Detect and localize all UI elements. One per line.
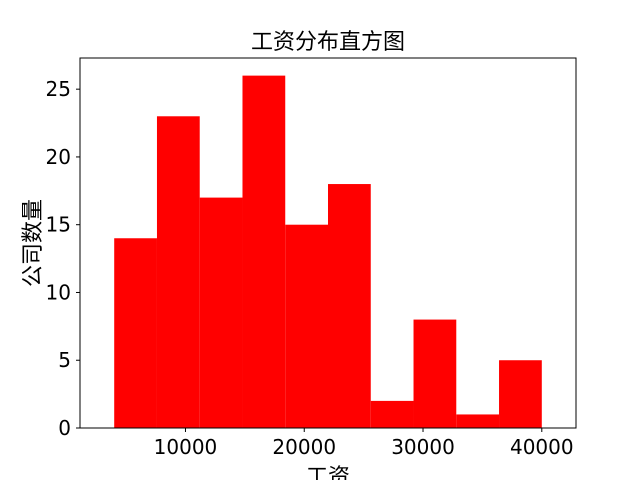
y-tick-label: 15 (46, 213, 71, 237)
y-tick-label: 10 (46, 280, 71, 304)
y-tick-label: 0 (58, 416, 71, 440)
histogram-bar (370, 400, 414, 428)
x-tick-label: 20000 (272, 435, 336, 459)
histogram-bar (413, 319, 457, 428)
histogram-bar (114, 238, 157, 428)
histogram-bar (328, 184, 371, 428)
bars-group (114, 75, 542, 429)
y-tick-label: 5 (58, 348, 71, 372)
histogram-bar (499, 360, 542, 428)
x-tick-label: 30000 (391, 435, 455, 459)
y-axis-label: 公司数量 (21, 199, 46, 287)
histogram-bar (242, 75, 286, 428)
histogram-bar (285, 224, 328, 428)
y-tick-label: 25 (46, 77, 71, 101)
histogram-bar (456, 414, 500, 428)
plot-frame (79, 57, 577, 429)
histogram-bar (156, 116, 200, 429)
histogram-bar (199, 197, 243, 428)
x-tick-label: 40000 (510, 435, 574, 459)
x-axis-label: 工资 (306, 465, 350, 480)
x-axis-ticks: 10000 20000 30000 40000 (154, 428, 574, 459)
x-tick-label: 10000 (154, 435, 218, 459)
y-tick-label: 20 (46, 145, 71, 169)
chart-title: 工资分布直方图 (251, 30, 405, 55)
y-axis-ticks: 0 5 10 15 20 25 (46, 77, 80, 440)
